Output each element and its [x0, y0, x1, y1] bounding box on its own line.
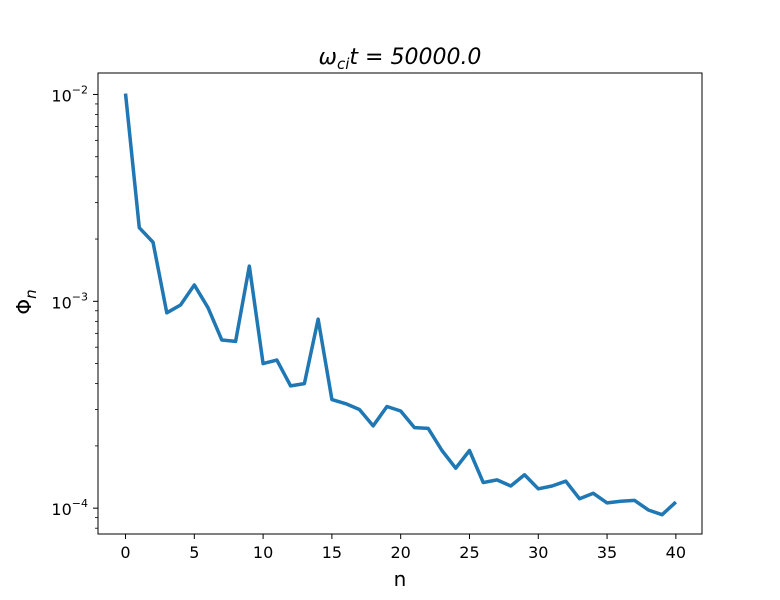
y-minor-ticks [95, 103, 98, 529]
x-axis-ticks: 0 5 10 15 20 25 30 35 40 [120, 534, 686, 562]
x-tick-label: 30 [528, 543, 548, 562]
y-tick-label: 10−3 [51, 290, 88, 312]
x-tick-label: 0 [120, 543, 130, 562]
x-tick-label: 40 [666, 543, 686, 562]
x-tick-label: 35 [597, 543, 617, 562]
x-axis-label: n [394, 567, 407, 591]
series-line [123, 93, 678, 517]
y-tick-label: 10−2 [51, 83, 88, 105]
y-tick-label: 10−4 [51, 497, 88, 519]
x-tick-label: 15 [322, 543, 342, 562]
y-axis-label: Φn [12, 289, 40, 314]
x-tick-label: 20 [391, 543, 411, 562]
x-tick-label: 5 [189, 543, 199, 562]
x-tick-label: 25 [459, 543, 479, 562]
plot-frame [97, 72, 703, 535]
x-tick-label: 10 [253, 543, 273, 562]
y-axis-ticks: 10−2 10−3 10−4 [51, 83, 98, 519]
chart-title: ωcit = 50000.0 [319, 45, 482, 73]
